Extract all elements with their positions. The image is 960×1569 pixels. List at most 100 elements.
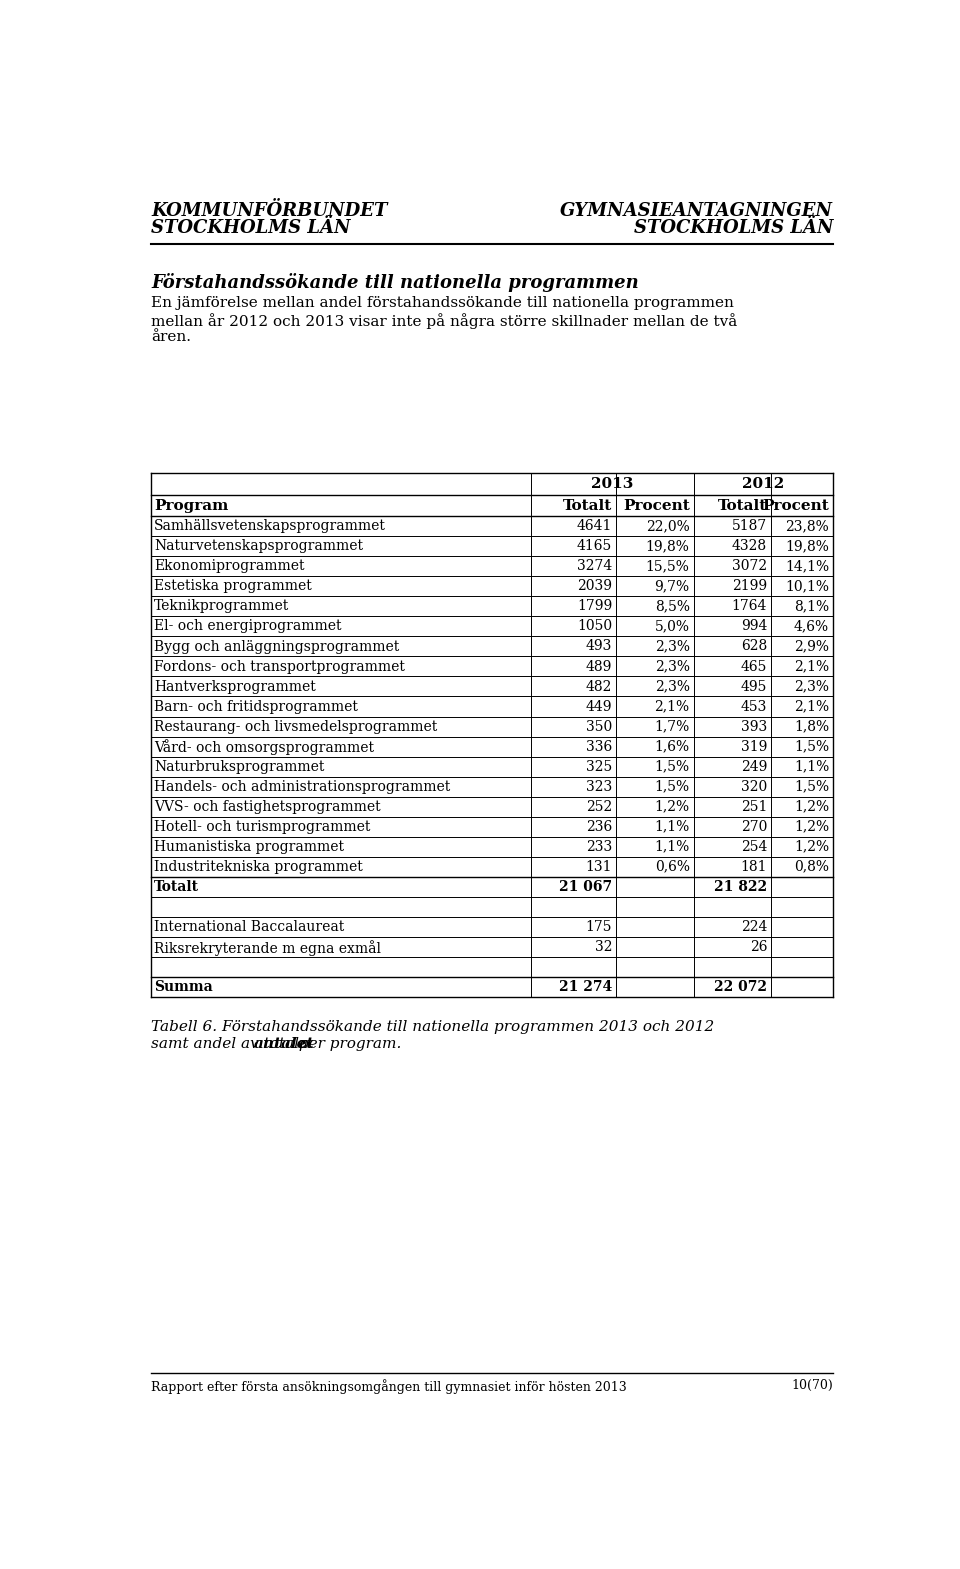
Text: 393: 393 — [741, 720, 767, 734]
Text: Ekonomiprogrammet: Ekonomiprogrammet — [155, 560, 304, 573]
Text: Barn- och fritidsprogrammet: Barn- och fritidsprogrammet — [155, 700, 358, 714]
Text: 249: 249 — [741, 759, 767, 774]
Text: Totalt: Totalt — [563, 499, 612, 513]
Text: 1,5%: 1,5% — [655, 759, 689, 774]
Text: 14,1%: 14,1% — [785, 560, 829, 573]
Text: 453: 453 — [741, 700, 767, 714]
Text: 493: 493 — [586, 640, 612, 654]
Text: 8,5%: 8,5% — [655, 599, 689, 613]
Text: 994: 994 — [741, 620, 767, 634]
Bar — [151, 836, 833, 857]
Bar — [151, 977, 833, 996]
Text: antalet: antalet — [253, 1037, 314, 1051]
Text: 495: 495 — [741, 679, 767, 693]
Text: 181: 181 — [740, 860, 767, 874]
Text: 325: 325 — [586, 759, 612, 774]
Text: 1,1%: 1,1% — [655, 819, 689, 833]
Text: El- och energiprogrammet: El- och energiprogrammet — [155, 620, 342, 634]
Text: 320: 320 — [741, 780, 767, 794]
Text: 131: 131 — [586, 860, 612, 874]
Text: 1,1%: 1,1% — [794, 759, 829, 774]
Text: Industritekniska programmet: Industritekniska programmet — [155, 860, 363, 874]
Text: 2012: 2012 — [742, 477, 784, 491]
Bar — [151, 797, 833, 816]
Text: 175: 175 — [586, 919, 612, 934]
Text: 1,2%: 1,2% — [794, 839, 829, 854]
Bar — [151, 877, 833, 896]
Text: 8,1%: 8,1% — [794, 599, 829, 613]
Text: 5,0%: 5,0% — [655, 620, 689, 634]
Text: 4,6%: 4,6% — [794, 620, 829, 634]
Text: 251: 251 — [741, 800, 767, 814]
Text: Program: Program — [155, 499, 228, 513]
Text: 2013: 2013 — [591, 477, 634, 491]
Text: 0,6%: 0,6% — [655, 860, 689, 874]
Text: 2039: 2039 — [577, 579, 612, 593]
Bar — [151, 617, 833, 637]
Text: 1,8%: 1,8% — [794, 720, 829, 734]
Text: Vård- och omsorgsprogrammet: Vård- och omsorgsprogrammet — [155, 739, 374, 756]
Text: 10(70): 10(70) — [791, 1379, 833, 1392]
Bar — [151, 637, 833, 656]
Text: 1799: 1799 — [577, 599, 612, 613]
Text: 482: 482 — [586, 679, 612, 693]
Bar — [151, 916, 833, 937]
Text: 449: 449 — [586, 700, 612, 714]
Text: Teknikprogrammet: Teknikprogrammet — [155, 599, 289, 613]
Text: 4165: 4165 — [577, 540, 612, 554]
Text: 350: 350 — [586, 720, 612, 734]
Text: 23,8%: 23,8% — [785, 519, 829, 533]
Text: åren.: åren. — [151, 329, 191, 344]
Bar — [151, 576, 833, 596]
Text: Totalt: Totalt — [155, 880, 199, 894]
Text: 0,8%: 0,8% — [794, 860, 829, 874]
Text: 2,3%: 2,3% — [655, 659, 689, 673]
Text: Bygg och anläggningsprogrammet: Bygg och anläggningsprogrammet — [155, 640, 399, 654]
Text: 1,5%: 1,5% — [655, 780, 689, 794]
Text: STOCKHOLMS LÄN: STOCKHOLMS LÄN — [634, 220, 833, 237]
Bar — [151, 957, 833, 977]
Bar — [151, 896, 833, 916]
Bar — [151, 656, 833, 676]
Text: 252: 252 — [586, 800, 612, 814]
Text: 10,1%: 10,1% — [785, 579, 829, 593]
Text: STOCKHOLMS LÄN: STOCKHOLMS LÄN — [151, 220, 350, 237]
Text: samt andel av totala: samt andel av totala — [151, 1037, 313, 1051]
Bar — [151, 756, 833, 777]
Text: 270: 270 — [741, 819, 767, 833]
Bar — [151, 777, 833, 797]
Text: 19,8%: 19,8% — [785, 540, 829, 554]
Text: 3274: 3274 — [577, 560, 612, 573]
Text: International Baccalaureat: International Baccalaureat — [155, 919, 345, 934]
Text: Förstahandssökande till nationella programmen: Förstahandssökande till nationella progr… — [151, 273, 638, 292]
Text: 1,5%: 1,5% — [794, 780, 829, 794]
Text: Naturbruksprogrammet: Naturbruksprogrammet — [155, 759, 324, 774]
Text: Tabell 6. Förstahandssökande till nationella programmen 2013 och 2012: Tabell 6. Förstahandssökande till nation… — [151, 1020, 714, 1034]
Text: 628: 628 — [741, 640, 767, 654]
Text: 2,1%: 2,1% — [655, 700, 689, 714]
Bar — [151, 676, 833, 697]
Text: 1,7%: 1,7% — [655, 720, 689, 734]
Text: Samhällsvetenskapsprogrammet: Samhällsvetenskapsprogrammet — [155, 519, 386, 533]
Bar — [151, 937, 833, 957]
Text: 224: 224 — [741, 919, 767, 934]
Bar — [151, 516, 833, 537]
Text: 1050: 1050 — [577, 620, 612, 634]
Text: GYMNASIEANTAGNINGEN: GYMNASIEANTAGNINGEN — [560, 202, 833, 220]
Text: mellan år 2012 och 2013 visar inte på några större skillnader mellan de två: mellan år 2012 och 2013 visar inte på nå… — [151, 314, 737, 329]
Text: 9,7%: 9,7% — [655, 579, 689, 593]
Text: 1764: 1764 — [732, 599, 767, 613]
Bar — [151, 816, 833, 836]
Text: Summa: Summa — [155, 979, 213, 993]
Text: 21 274: 21 274 — [559, 979, 612, 993]
Text: Restaurang- och livsmedelsprogrammet: Restaurang- och livsmedelsprogrammet — [155, 720, 438, 734]
Text: 2,9%: 2,9% — [794, 640, 829, 654]
Text: Hotell- och turismprogrammet: Hotell- och turismprogrammet — [155, 819, 371, 833]
Text: 5187: 5187 — [732, 519, 767, 533]
Text: Handels- och administrationsprogrammet: Handels- och administrationsprogrammet — [155, 780, 450, 794]
Text: 1,2%: 1,2% — [794, 819, 829, 833]
Text: 4641: 4641 — [577, 519, 612, 533]
Text: Naturvetenskapsprogrammet: Naturvetenskapsprogrammet — [155, 540, 363, 554]
Text: Procent: Procent — [762, 499, 829, 513]
Text: 2199: 2199 — [732, 579, 767, 593]
